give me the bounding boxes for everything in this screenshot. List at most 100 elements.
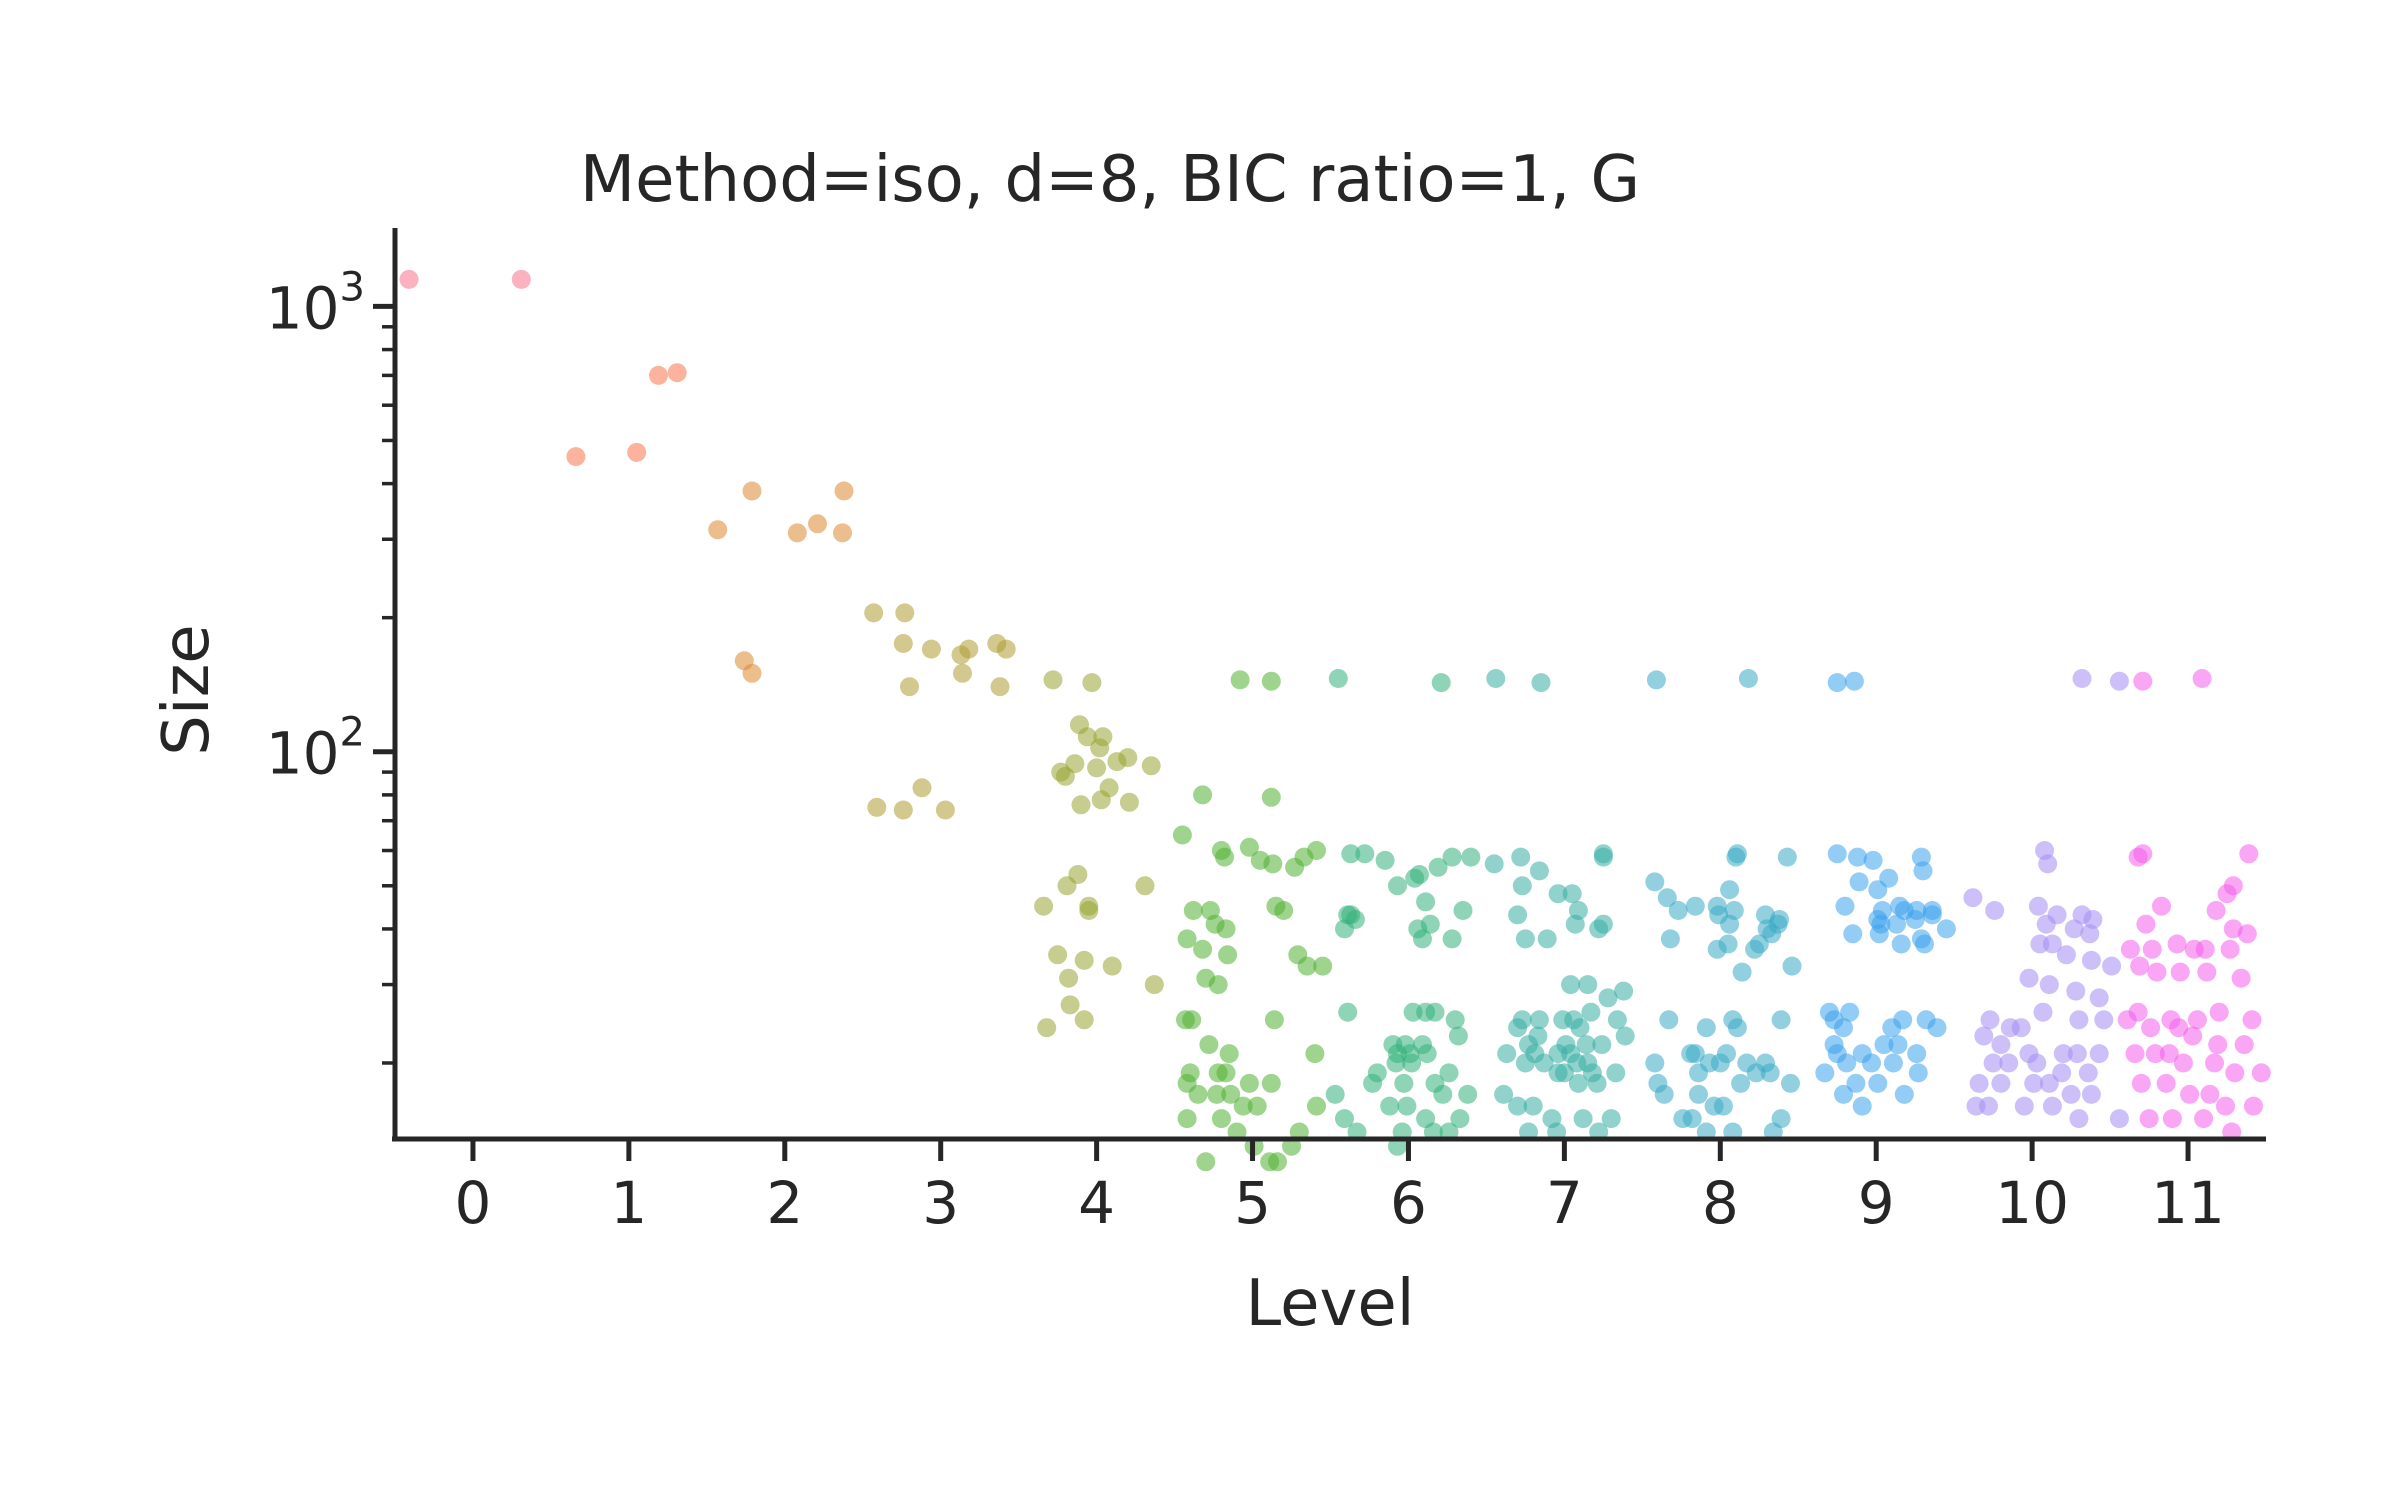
data-point-level-5 xyxy=(1261,1073,1281,1093)
data-point-level-8 xyxy=(1738,669,1758,688)
data-point-level-7 xyxy=(1484,854,1504,874)
data-point-level-11 xyxy=(2242,1010,2262,1030)
data-point-level-6 xyxy=(1450,1109,1470,1129)
data-point-level-9 xyxy=(1869,924,1889,944)
data-point-level-10 xyxy=(2056,945,2076,965)
data-point-level-8 xyxy=(1746,1063,1766,1083)
data-point-level-5 xyxy=(1205,914,1225,934)
data-point-level-5 xyxy=(1297,956,1317,976)
data-point-level-7 xyxy=(1576,1035,1596,1055)
data-point-level-2 xyxy=(808,514,827,534)
data-point-level-7 xyxy=(1508,1096,1528,1116)
data-point-level-6 xyxy=(1402,1053,1422,1073)
data-point-level-8 xyxy=(1685,896,1705,916)
data-point-level-11 xyxy=(2169,1018,2189,1038)
data-point-level-9 xyxy=(1863,850,1883,870)
data-point-level-6 xyxy=(1442,929,1462,949)
data-point-level-11 xyxy=(2206,901,2226,920)
data-point-level-7 xyxy=(1606,1063,1626,1083)
data-point-level-5 xyxy=(1261,787,1281,807)
data-point-level-7 xyxy=(1515,929,1535,949)
data-point-level-8 xyxy=(1645,1053,1665,1073)
data-point-level-4 xyxy=(1037,1018,1057,1038)
data-point-level-5 xyxy=(1239,1073,1259,1093)
data-point-level-10 xyxy=(2072,669,2092,688)
data-point-level-11 xyxy=(2195,939,2215,959)
data-point-level-9 xyxy=(1911,847,1931,867)
data-point-level-6 xyxy=(1363,1073,1383,1093)
data-point-level-10 xyxy=(2053,1044,2073,1064)
data-point-level-5 xyxy=(1208,975,1228,995)
data-point-level-9 xyxy=(1852,1096,1872,1116)
data-point-level-11 xyxy=(2183,1026,2203,1046)
data-point-level-10 xyxy=(1979,1096,1998,1116)
data-point-level-5 xyxy=(1266,896,1286,916)
data-point-level-6 xyxy=(1442,847,1462,867)
data-point-level-11 xyxy=(2208,1035,2228,1055)
data-point-level-10 xyxy=(2036,914,2056,934)
data-point-level-11 xyxy=(2133,844,2153,864)
data-point-level-6 xyxy=(1408,919,1428,939)
data-point-level-3 xyxy=(895,603,915,623)
data-point-level-7 xyxy=(1534,1053,1554,1073)
data-point-level-10 xyxy=(2066,981,2086,1001)
data-point-level-6 xyxy=(1380,1096,1400,1116)
data-point-level-4 xyxy=(1043,670,1063,690)
data-point-level-2 xyxy=(742,663,762,683)
data-point-level-11 xyxy=(2244,1096,2263,1116)
data-point-level-6 xyxy=(1416,892,1436,912)
data-point-level-11 xyxy=(2156,1073,2176,1093)
data-point-level-8 xyxy=(1732,962,1752,982)
data-point-level-11 xyxy=(2133,671,2153,691)
data-point-level-4 xyxy=(1118,748,1138,768)
data-point-level-10 xyxy=(2039,1073,2059,1093)
data-point-level-5 xyxy=(1313,956,1333,976)
data-point-level-11 xyxy=(2192,669,2212,688)
data-point-level-4 xyxy=(1074,1010,1094,1030)
plot-points xyxy=(399,269,2271,1172)
data-point-level-9 xyxy=(1827,844,1847,864)
data-point-level-9 xyxy=(1815,1063,1835,1083)
x-tick-label: 8 xyxy=(1702,1169,1739,1237)
x-axis-label: Level xyxy=(1246,1267,1415,1341)
data-point-level-4 xyxy=(1093,727,1113,747)
data-point-level-6 xyxy=(1388,876,1407,896)
data-point-level-10 xyxy=(1991,1035,2011,1055)
data-point-level-3 xyxy=(864,603,884,623)
data-point-level-5 xyxy=(1172,825,1192,845)
data-point-level-10 xyxy=(2024,1073,2044,1093)
data-point-level-11 xyxy=(2145,1044,2165,1064)
data-point-level-9 xyxy=(1840,1002,1860,1022)
data-point-level-9 xyxy=(1835,896,1855,916)
data-point-level-10 xyxy=(2067,1044,2087,1064)
data-point-level-8 xyxy=(1646,670,1666,690)
data-point-level-11 xyxy=(2159,1044,2179,1064)
data-point-level-3 xyxy=(912,778,932,798)
data-point-level-8 xyxy=(1713,1096,1733,1116)
data-point-level-9 xyxy=(1905,910,1925,929)
data-point-level-7 xyxy=(1615,1026,1635,1046)
data-point-level-7 xyxy=(1601,1109,1621,1129)
data-point-level-8 xyxy=(1727,844,1747,864)
data-point-level-10 xyxy=(1974,1026,1994,1046)
data-point-level-4 xyxy=(1079,901,1099,920)
data-point-level-9 xyxy=(1887,914,1906,934)
data-point-level-8 xyxy=(1660,929,1680,949)
data-point-level-9 xyxy=(1927,1018,1947,1038)
data-point-level-1 xyxy=(667,363,687,383)
data-point-level-10 xyxy=(2039,975,2059,995)
data-point-level-6 xyxy=(1345,910,1365,929)
data-point-level-7 xyxy=(1486,669,1506,688)
data-point-level-8 xyxy=(1731,1073,1751,1093)
data-point-level-1 xyxy=(649,365,668,385)
data-point-level-9 xyxy=(1936,919,1956,939)
data-point-level-6 xyxy=(1386,1053,1406,1073)
data-point-level-10 xyxy=(2081,1084,2101,1104)
data-point-level-11 xyxy=(2142,939,2162,959)
y-axis: 102 103 xyxy=(266,228,398,1141)
data-point-level-11 xyxy=(2237,924,2257,944)
x-tick-label: 9 xyxy=(1858,1169,1895,1237)
y-axis-label: Size xyxy=(150,624,224,755)
data-point-level-10 xyxy=(1991,1073,2011,1093)
data-point-level-7 xyxy=(1581,1002,1601,1022)
